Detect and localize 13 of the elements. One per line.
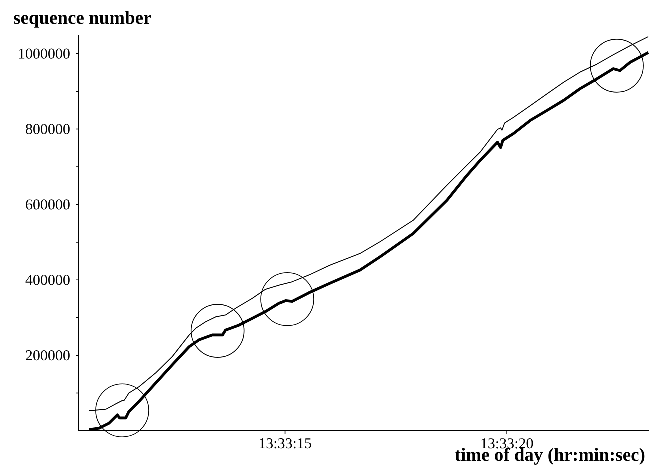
point bbox=[590, 39, 644, 93]
x-tick-label: 13:33:20 bbox=[482, 438, 534, 449]
point bbox=[190, 304, 245, 358]
x-tick-label: 13:33:15 bbox=[260, 438, 312, 449]
point bbox=[96, 384, 150, 438]
y-tick-label: 400000 bbox=[26, 275, 70, 286]
y-tick-label: 1000000 bbox=[19, 48, 70, 59]
point bbox=[260, 272, 314, 326]
y-tick-label: 600000 bbox=[26, 200, 70, 210]
x-axis-title: time of day (hr:min:sec) bbox=[455, 448, 645, 465]
y-tick-label: 200000 bbox=[26, 350, 70, 361]
y-tick-label: 800000 bbox=[26, 124, 70, 134]
y-axis-title: sequence number bbox=[14, 11, 152, 28]
